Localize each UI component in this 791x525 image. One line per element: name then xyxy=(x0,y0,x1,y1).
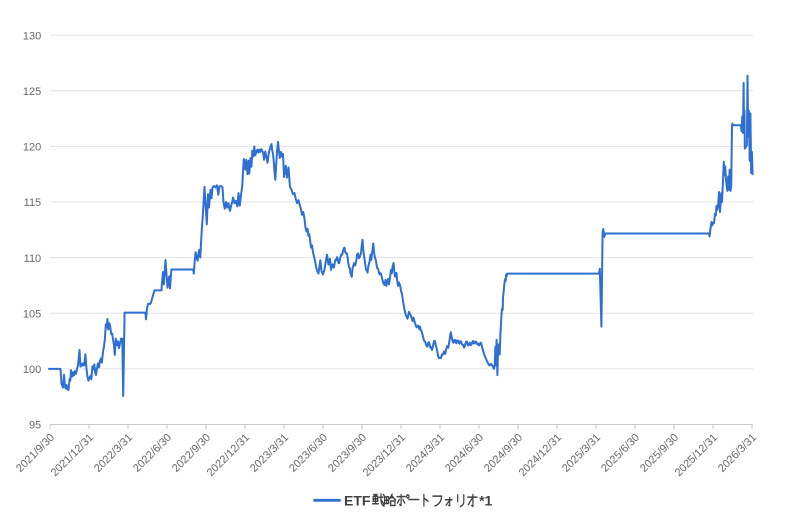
svg-text:120: 120 xyxy=(23,142,41,154)
svg-text:*1: *1 xyxy=(479,492,492,508)
svg-text:125: 125 xyxy=(23,86,41,98)
svg-text:100: 100 xyxy=(23,364,41,376)
svg-text:110: 110 xyxy=(24,253,42,265)
svg-text:130: 130 xyxy=(23,30,41,42)
svg-text:ETF: ETF xyxy=(344,492,371,508)
svg-text:95: 95 xyxy=(29,420,41,432)
svg-text:115: 115 xyxy=(24,197,42,209)
svg-text:105: 105 xyxy=(23,308,41,320)
